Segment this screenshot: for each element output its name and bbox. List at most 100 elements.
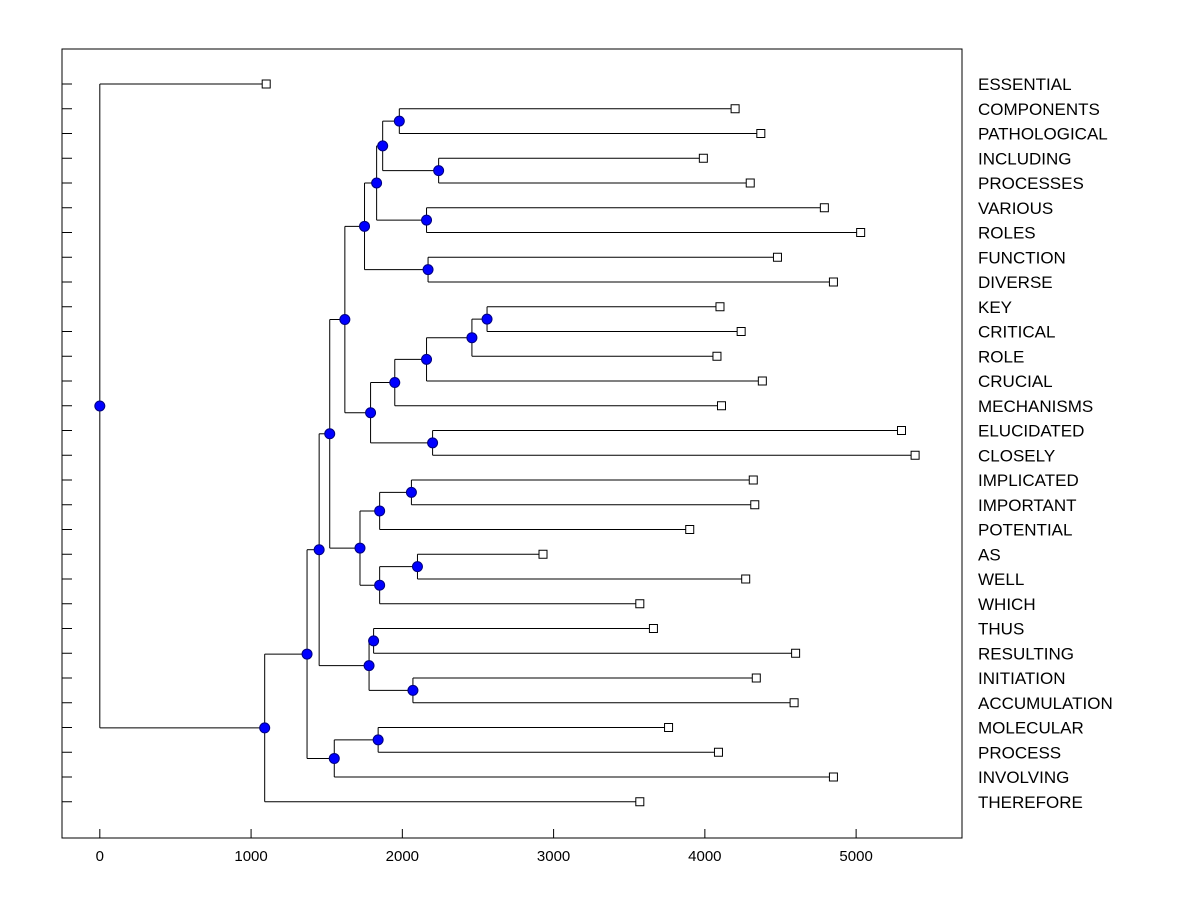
leaf-marker [757, 376, 767, 386]
merge-node [94, 400, 106, 412]
merge-node [365, 407, 377, 419]
leaf-label: FUNCTION [978, 248, 1066, 267]
leaf-marker [730, 104, 740, 114]
leaf-marker [648, 624, 658, 633]
leaf-marker [751, 673, 761, 683]
leaf-label: ROLE [978, 347, 1024, 366]
leaf-label: ACCUMULATION [978, 694, 1113, 713]
leaf-label: ESSENTIAL [978, 75, 1072, 94]
x-tick-label: 0 [96, 848, 104, 865]
merge-node [433, 165, 445, 177]
leaf-label: DIVERSE [978, 273, 1053, 292]
leaf-marker [712, 351, 722, 361]
leaf-marker [756, 129, 766, 138]
leaf-label: PATHOLOGICAL [978, 125, 1108, 144]
leaf-marker [748, 475, 758, 485]
merge-node [372, 734, 384, 746]
merge-node [466, 332, 478, 344]
leaf-marker [789, 698, 799, 708]
leaf-marker [772, 252, 782, 262]
merge-node [377, 140, 389, 152]
leaf-marker [261, 79, 271, 89]
leaf-label: ELUCIDATED [978, 422, 1084, 441]
leaf-label: VARIOUS [978, 199, 1053, 218]
leaf-marker [828, 772, 838, 782]
leaf-markers [261, 79, 920, 807]
leaf-label: THUS [978, 620, 1024, 639]
leaf-label: WELL [978, 570, 1024, 589]
merge-node [411, 561, 423, 573]
merge-node [427, 437, 439, 449]
x-tick-label: 3000 [537, 848, 570, 865]
leaf-marker [736, 327, 746, 336]
leaf-marker [741, 574, 751, 584]
merge-node [389, 377, 401, 389]
leaf-label: MOLECULAR [978, 719, 1084, 738]
merge-node [363, 660, 375, 672]
leaf-marker [791, 648, 801, 658]
leaf-label: INCLUDING [978, 149, 1072, 168]
leaf-marker [664, 723, 674, 732]
leaf-marker [698, 153, 708, 163]
merge-node [259, 722, 271, 734]
leaf-marker [635, 599, 645, 609]
x-axis: 0 1000 2000 3000 4000 5000 [96, 829, 873, 865]
merge-node [359, 220, 371, 232]
leaf-marker [715, 302, 725, 312]
leaf-marker [716, 401, 726, 411]
x-tick-label: 1000 [234, 848, 267, 865]
x-tick-label: 4000 [688, 848, 721, 865]
leaf-label: IMPORTANT [978, 496, 1077, 515]
merge-node [405, 486, 417, 498]
leaf-label: KEY [978, 298, 1012, 317]
dendrogram-links [99, 83, 916, 803]
leaf-label: PROCESS [978, 743, 1061, 762]
leaf-marker [856, 228, 866, 237]
merge-nodes [94, 115, 493, 764]
merge-node [393, 115, 405, 127]
merge-node [313, 544, 325, 556]
leaf-labels: ESSENTIAL COMPONENTS PATHOLOGICAL INCLUDING… [978, 75, 1113, 812]
leaf-label: IMPLICATED [978, 471, 1079, 490]
leaf-marker [538, 549, 548, 559]
leaf-marker [713, 747, 723, 757]
leaf-label: MECHANISMS [978, 397, 1093, 416]
leaf-ticks [62, 83, 72, 803]
leaf-marker [745, 178, 755, 188]
leaf-marker [910, 450, 920, 460]
leaf-label: THEREFORE [978, 793, 1083, 812]
merge-node [354, 542, 366, 554]
leaf-label: CRITICAL [978, 323, 1055, 342]
merge-node [324, 428, 336, 440]
leaf-label: INITIATION [978, 669, 1066, 688]
leaf-label: ROLES [978, 224, 1036, 243]
leaf-label: CRUCIAL [978, 372, 1053, 391]
leaf-label: PROCESSES [978, 174, 1084, 193]
merge-node [422, 264, 434, 276]
merge-node [371, 177, 383, 189]
leaf-label: AS [978, 545, 1001, 564]
leaf-marker [896, 426, 906, 435]
leaf-label: WHICH [978, 595, 1036, 614]
leaf-marker [828, 277, 838, 287]
leaf-marker [685, 525, 695, 534]
merge-node [481, 313, 493, 325]
leaf-marker [635, 797, 645, 807]
merge-node [374, 505, 386, 517]
merge-node [421, 353, 433, 365]
leaf-label: POTENTIAL [978, 521, 1072, 540]
merge-node [374, 579, 386, 591]
merge-node [328, 752, 340, 764]
leaf-marker [750, 500, 760, 510]
merge-node [301, 648, 313, 660]
merge-node [407, 684, 419, 696]
leaf-label: INVOLVING [978, 768, 1069, 787]
merge-node [368, 635, 380, 647]
leaf-label: CLOSELY [978, 446, 1055, 465]
leaf-label: COMPONENTS [978, 100, 1100, 119]
leaf-marker [819, 203, 829, 213]
merge-node [421, 214, 433, 226]
merge-node [339, 314, 351, 326]
leaf-label: RESULTING [978, 644, 1074, 663]
